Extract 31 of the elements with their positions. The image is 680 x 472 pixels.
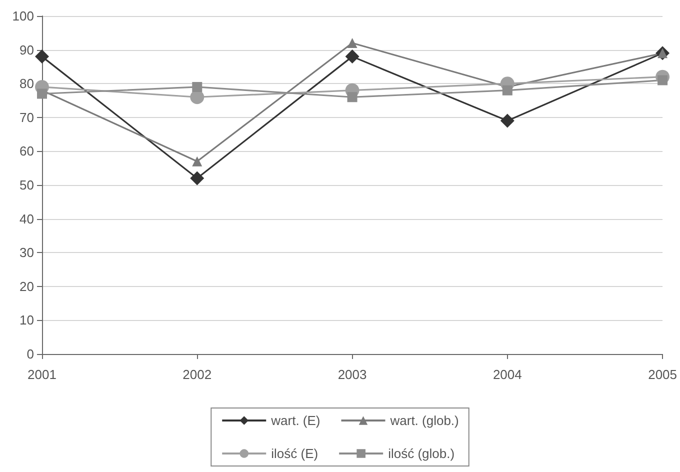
- legend-label: wart. (E): [270, 413, 320, 428]
- point: [502, 85, 512, 96]
- legend-label: wart. (glob.): [389, 413, 459, 428]
- point: [35, 50, 49, 64]
- point: [190, 171, 204, 186]
- point: [345, 50, 360, 64]
- y-tick-label: 30: [20, 245, 34, 260]
- point: [347, 92, 358, 102]
- point: [37, 88, 47, 99]
- legend-label: ilość (glob.): [388, 446, 455, 461]
- x-tick-label: 2004: [492, 367, 522, 382]
- y-tick-label: 70: [20, 110, 34, 125]
- x-tick-label: 2005: [648, 367, 677, 382]
- x-tick-label: 2003: [338, 367, 367, 382]
- x-tick-label: 2001: [28, 367, 56, 382]
- x-tick-label: 2002: [182, 367, 212, 382]
- point: [500, 114, 514, 128]
- y-tick-label: 90: [20, 42, 34, 58]
- legend-label: ilość (E): [271, 446, 318, 461]
- point: [192, 156, 202, 166]
- point: [347, 38, 358, 48]
- y-tick-label: 10: [20, 312, 34, 328]
- point: [192, 82, 202, 92]
- y-tick-label: 60: [20, 144, 34, 159]
- point: [190, 90, 204, 104]
- y-tick-label: 80: [20, 76, 34, 92]
- y-tick-label: 50: [20, 178, 34, 192]
- y-tick-label: 20: [20, 278, 34, 294]
- y-tick-label: 100: [12, 8, 34, 24]
- y-tick-label: 40: [20, 211, 34, 226]
- y-tick-label: 0: [26, 346, 34, 362]
